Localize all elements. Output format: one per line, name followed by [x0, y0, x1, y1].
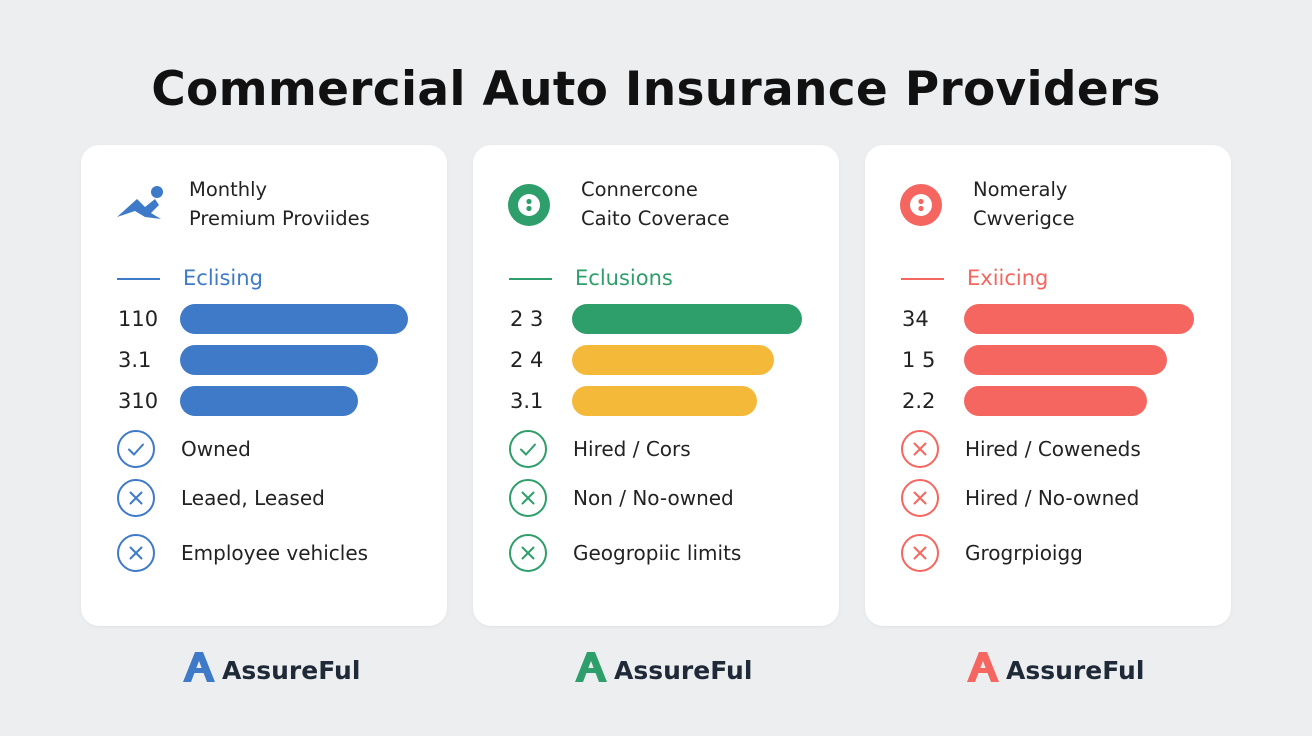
status — [117, 430, 155, 472]
row-value: 2.2 — [902, 389, 936, 413]
card-header: Connercone Caito Coverace — [581, 175, 730, 233]
brand-name: AssureFul — [222, 655, 361, 685]
brand-mark — [183, 652, 215, 682]
page-title: Commercial Auto Insurance Providers — [151, 62, 1161, 117]
brand-logo: AssureFul — [574, 652, 752, 688]
brand-name: AssureFul — [1006, 655, 1145, 685]
card: Connercone Caito Coverace Eclusions 2 3 2 4 3… — [473, 145, 839, 626]
brand-name: AssureFul — [614, 655, 753, 685]
card: Nomeraly Cwverigce Exiicing 34 1 5 2.2 Hired /… — [865, 145, 1231, 626]
section-rule — [509, 278, 552, 280]
bar — [180, 304, 408, 334]
status — [117, 534, 155, 576]
item-label: Hired / No-owned — [965, 486, 1140, 510]
status — [901, 479, 939, 521]
bar — [572, 386, 757, 416]
card-icon-shape — [117, 186, 163, 219]
item-label: Employee vehicles — [181, 541, 369, 565]
brand-mark — [575, 652, 607, 682]
status — [509, 430, 547, 472]
brand-mark-wrap — [574, 651, 608, 689]
row-value: 34 — [902, 307, 929, 331]
status-icon — [117, 534, 155, 572]
status-icon — [901, 534, 939, 572]
row-value: 3.1 — [118, 348, 152, 372]
card-header: Monthly Premium Proviides — [189, 175, 370, 233]
status-icon — [117, 430, 155, 468]
brand-mark-wrap — [182, 651, 216, 689]
item-label: Non / No-owned — [573, 486, 734, 510]
bar — [964, 304, 1194, 334]
section-label: Eclising — [183, 266, 263, 290]
bar — [964, 386, 1147, 416]
status-icon — [509, 479, 547, 517]
status — [509, 479, 547, 521]
card-icon — [899, 183, 943, 231]
row-value: 3.1 — [510, 389, 544, 413]
item-label: Geogropiic limits — [573, 541, 742, 565]
section-label: Eclusions — [575, 266, 673, 290]
item-label: Owned — [181, 437, 251, 461]
brand-logo: AssureFul — [966, 652, 1144, 688]
row-value: 2 3 — [510, 307, 544, 331]
bar — [964, 345, 1167, 375]
card-icon-shape — [508, 184, 550, 226]
status-icon — [901, 430, 939, 468]
brand-mark — [967, 652, 999, 682]
status — [901, 430, 939, 472]
bar — [180, 345, 378, 375]
card-icon — [507, 183, 551, 231]
status — [117, 479, 155, 521]
card-icon — [115, 183, 171, 229]
row-value: 1 5 — [902, 348, 936, 372]
header-line: Nomeraly — [973, 178, 1068, 201]
card-header: Nomeraly Cwverigce — [973, 175, 1075, 233]
card-icon-shape — [900, 184, 942, 226]
item-label: Grogrpioigg — [965, 541, 1083, 565]
section-rule — [901, 278, 944, 280]
row-value: 310 — [118, 389, 159, 413]
row-value: 110 — [118, 307, 159, 331]
header-line: Cwverigce — [973, 207, 1075, 230]
row-value: 2 4 — [510, 348, 544, 372]
section-rule — [117, 278, 160, 280]
status-icon — [509, 534, 547, 572]
item-label: Hired / Cors — [573, 437, 691, 461]
brand-logo: AssureFul — [182, 652, 360, 688]
bar — [572, 345, 774, 375]
status-icon — [901, 479, 939, 517]
header-line: Caito Coverace — [581, 207, 730, 230]
header-line: Monthly — [189, 178, 268, 201]
item-label: Hired / Coweneds — [965, 437, 1141, 461]
item-label: Leaed, Leased — [181, 486, 325, 510]
card: Monthly Premium Proviides Eclising 110 3.1 31… — [81, 145, 447, 626]
brand-mark-wrap — [966, 651, 1000, 689]
header-line: Premium Proviides — [189, 207, 370, 230]
status — [509, 534, 547, 576]
status — [901, 534, 939, 576]
bar — [572, 304, 802, 334]
header-line: Connercone — [581, 178, 698, 201]
bar — [180, 386, 358, 416]
section-label: Exiicing — [967, 266, 1049, 290]
status-icon — [117, 479, 155, 517]
status-icon — [509, 430, 547, 468]
